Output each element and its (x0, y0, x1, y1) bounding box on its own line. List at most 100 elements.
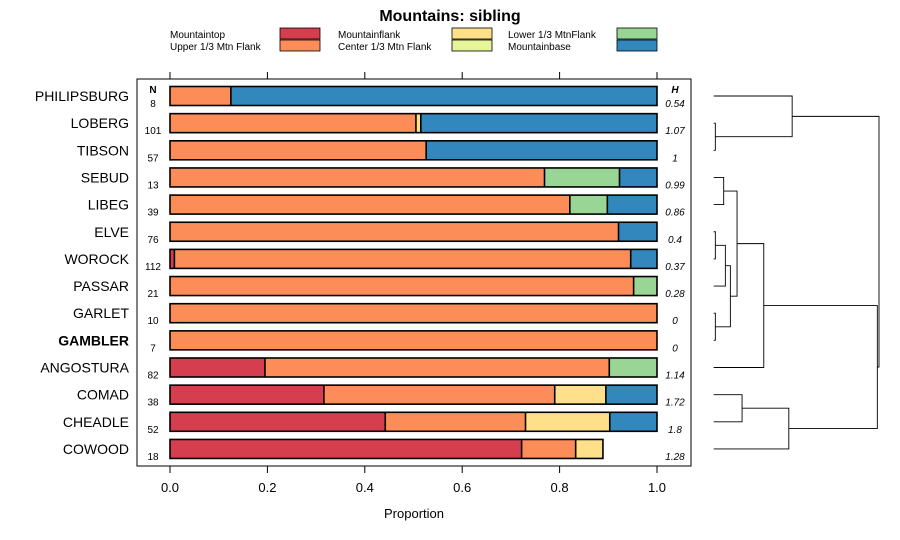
legend-swatch-mountainbase (616, 39, 658, 52)
row-n-value: 57 (147, 153, 159, 164)
dendrogram-link-n13 (792, 115, 880, 368)
row-label: GARLET (73, 305, 129, 321)
bar-outline (169, 221, 658, 243)
row-h-value: 1.72 (665, 398, 685, 409)
x-tick-label-2: 0.4 (356, 480, 374, 495)
row-h-value: 1.8 (668, 425, 682, 436)
row-label: ELVE (94, 224, 129, 240)
bar-segment-mountainbase (607, 195, 657, 215)
row-garlet: GARLET 10 0 (73, 302, 678, 327)
row-worock: WOROCK 112 0.37 (64, 248, 685, 273)
x-tick-label-4: 0.8 (551, 480, 569, 495)
bar-segment-mountainbase (230, 86, 657, 106)
bar-segment-mountainbase (630, 249, 657, 269)
row-cowood: COWOOD 18 1.28 (63, 438, 685, 463)
row-label: TIBSON (77, 142, 129, 158)
bar-segment-upper-1-3-mtn-flank (521, 439, 576, 459)
row-label: LIBEG (88, 197, 129, 213)
row-n-value: 39 (147, 208, 159, 219)
bar-segment-upper-1-3-mtn-flank (170, 113, 416, 133)
row-angostura: ANGOSTURA 82 1.14 (40, 357, 685, 382)
legend-label-upper-1-3-mtn-flank: Upper 1/3 Mtn Flank (170, 42, 262, 53)
legend-label-mountaintop: Mountaintop (170, 30, 225, 41)
legend-label-center-1-3-mtn-flank: Center 1/3 Mtn Flank (338, 42, 432, 53)
row-label: SEBUD (81, 169, 129, 185)
row-h-value: 0 (672, 316, 678, 327)
h-column-header: H (671, 85, 679, 96)
row-n-value: 82 (147, 371, 159, 382)
n-column-header: N (149, 85, 156, 96)
bar-segment-lower-1-3-mtnflank (609, 358, 657, 377)
row-h-value: 1.14 (665, 371, 685, 382)
bar-segment-upper-1-3-mtn-flank (170, 86, 231, 106)
legend-swatch-center-1-3-mtn-flank (451, 39, 493, 52)
dendrogram-link-n8 (713, 394, 743, 423)
bar-segment-lower-1-3-mtnflank (569, 195, 608, 215)
x-tick-label-5: 1.0 (648, 480, 666, 495)
bar-outline (169, 275, 658, 297)
dendrogram-link-n2 (713, 312, 716, 341)
bar-segment-mountainflank (554, 385, 606, 405)
bar-segment-mountainbase (605, 385, 657, 405)
dendrogram-link-n4 (713, 177, 725, 206)
row-elve: ELVE 76 0.4 (94, 221, 682, 246)
row-h-value: 0.99 (665, 180, 685, 191)
bar-segment-upper-1-3-mtn-flank (323, 385, 555, 405)
dendrogram-link-n3 (713, 231, 716, 260)
bar-segment-mountainbase (426, 140, 657, 160)
row-philipsburg: PHILIPSBURG 8 0.54 (35, 85, 685, 110)
legend-label-lower-1-3-mtnflank: Lower 1/3 MtnFlank (508, 30, 597, 41)
chart-title: Mountains: sibling (379, 8, 520, 25)
bar-segment-upper-1-3-mtn-flank (170, 140, 427, 160)
row-comad: COMAD 38 1.72 (77, 384, 685, 409)
bar-segment-mountainflank (575, 439, 603, 459)
bar-segment-upper-1-3-mtn-flank (170, 195, 570, 215)
bar-segment-mountaintop (170, 439, 522, 459)
bar-outline (169, 411, 658, 433)
row-passar: PASSAR 21 0.28 (73, 275, 685, 300)
legend-swatch-mountainflank (451, 27, 493, 40)
row-label: COMAD (77, 387, 129, 403)
bar-outline (169, 384, 658, 405)
row-h-value: 0 (672, 343, 678, 354)
row-label: LOBERG (71, 115, 129, 131)
row-h-value: 0.28 (665, 289, 685, 300)
bar-segment-mountaintop (170, 385, 324, 405)
row-n-value: 76 (147, 235, 159, 246)
row-label: ANGOSTURA (40, 360, 129, 376)
bar-segment-upper-1-3-mtn-flank (385, 412, 526, 432)
row-label: PHILIPSBURG (35, 88, 129, 104)
legend-label-mountainflank: Mountainflank (338, 30, 401, 41)
bar-segment-upper-1-3-mtn-flank (170, 303, 657, 323)
bar-outline (169, 112, 658, 134)
row-n-value: 13 (147, 180, 159, 191)
bar-segment-mountainbase (618, 222, 657, 242)
bar-segment-lower-1-3-mtnflank (544, 167, 620, 187)
row-label: PASSAR (73, 278, 129, 294)
row-h-value: 0.54 (665, 99, 685, 110)
row-n-value: 21 (147, 289, 159, 300)
x-axis-label: Proportion (384, 506, 444, 521)
row-loberg: LOBERG 101 1.07 (71, 112, 685, 137)
row-h-value: 0.4 (668, 235, 682, 246)
bar-segment-lower-1-3-mtnflank (633, 276, 657, 296)
dendrogram-link-n12 (763, 305, 878, 430)
bar-segment-mountaintop (170, 412, 386, 432)
row-h-value: 1.28 (665, 452, 685, 463)
dendrogram (713, 95, 880, 450)
row-n-value: 52 (147, 425, 159, 436)
dendrogram-link-n6 (715, 265, 731, 328)
plot-frame (136, 78, 692, 467)
bar-segment-mountainbase (619, 167, 657, 187)
row-h-value: 1.07 (665, 126, 685, 137)
row-libeg: LIBEG 39 0.86 (88, 194, 685, 219)
bar-segment-mountainflank (525, 412, 610, 432)
row-h-value: 0.86 (665, 208, 685, 219)
bar-outline (169, 438, 604, 460)
dendrogram-link-n11 (713, 95, 793, 138)
row-h-value: 1 (672, 153, 678, 164)
row-label: COWOOD (63, 441, 129, 457)
row-h-value: 0.37 (665, 262, 685, 273)
